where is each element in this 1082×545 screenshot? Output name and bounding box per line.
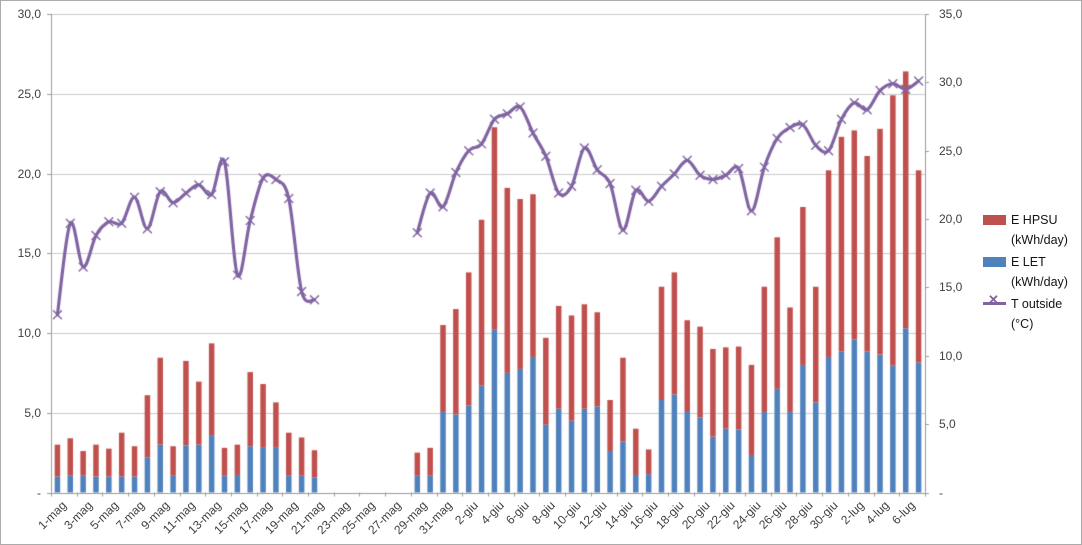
legend-label-e-hpsu: E HPSU (kWh/day) — [1011, 213, 1068, 247]
legend-item-t-outside: ✕ T outside (°C) — [983, 293, 1081, 334]
y-axis-left-tick-label: 20,0 — [17, 166, 41, 181]
y-axis-right-tick-label: - — [939, 485, 943, 500]
y-axis-left-tick-label: 15,0 — [17, 246, 41, 261]
legend: E HPSU (kWh/day) E LET (kWh/day) ✕ T out… — [983, 210, 1081, 334]
y-axis-right-tick-label: 10,0 — [939, 348, 963, 363]
y-axis-right-tick-label: 15,0 — [939, 280, 963, 295]
e-hpsu-series-swatch — [983, 215, 1006, 225]
legend-label-e-let: E LET (kWh/day) — [1011, 255, 1068, 289]
y-axis-left-tick-label: 5,0 — [24, 405, 41, 420]
y-axis-left-tick-label: 30,0 — [17, 7, 41, 21]
e-let-series-swatch — [983, 257, 1006, 267]
legend-label-t-outside: T outside (°C) — [1011, 297, 1063, 331]
t-outside-line-marker-icon: ✕ — [983, 293, 1006, 306]
y-axis-right-tick-label: 30,0 — [939, 75, 963, 90]
legend-item-e-let: E LET (kWh/day) — [983, 252, 1081, 292]
y-axis-right-tick-label: 5,0 — [939, 417, 956, 432]
x-marker-icon: ✕ — [988, 292, 999, 307]
y-axis-right-tick-label: 25,0 — [939, 143, 963, 158]
y-axis-left-tick-label: 25,0 — [17, 86, 41, 101]
y-axis-right-tick-label: 20,0 — [939, 212, 963, 227]
legend-item-e-hpsu: E HPSU (kWh/day) — [983, 210, 1081, 250]
y-axis-left-tick-label: 10,0 — [17, 326, 41, 340]
y-axis-right-tick-label: 35,0 — [939, 7, 963, 21]
y-axis-left-tick-label: - — [37, 485, 41, 500]
